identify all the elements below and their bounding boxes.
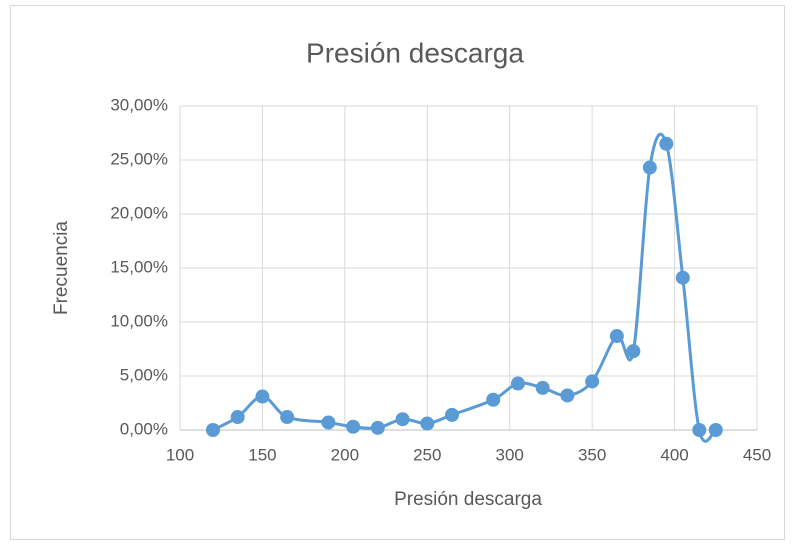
x-tick-label: 150: [248, 445, 276, 464]
data-point: [346, 419, 361, 434]
y-tick-label: 0,00%: [120, 419, 168, 438]
data-point: [420, 416, 435, 431]
data-point: [486, 392, 501, 407]
x-tick-label: 400: [660, 445, 688, 464]
y-tick-label: 20,00%: [110, 203, 168, 222]
y-tick-label: 30,00%: [110, 95, 168, 114]
data-point: [280, 410, 295, 425]
data-point: [445, 407, 460, 422]
x-tick-label: 200: [331, 445, 359, 464]
x-tick-label: 100: [166, 445, 194, 464]
data-point: [626, 344, 641, 359]
data-point: [560, 388, 575, 403]
data-point: [255, 389, 270, 404]
data-point: [395, 412, 410, 427]
x-tick-label: 350: [578, 445, 606, 464]
data-point: [692, 423, 707, 437]
x-axis-label: Presión descarga: [394, 489, 542, 510]
y-tick-label: 25,00%: [110, 149, 168, 168]
x-tick-label: 450: [743, 445, 771, 464]
y-tick-label: 5,00%: [120, 365, 168, 384]
data-point: [708, 423, 723, 437]
x-tick-label: 300: [496, 445, 524, 464]
data-point: [609, 329, 624, 344]
data-point: [205, 423, 220, 437]
chart-title: Presión descarga: [306, 37, 524, 68]
data-point: [510, 376, 525, 391]
chart-border: [10, 5, 785, 540]
x-tick-label: 250: [413, 445, 441, 464]
y-tick-label: 15,00%: [110, 257, 168, 276]
data-point: [659, 136, 674, 151]
data-point: [370, 420, 385, 435]
data-point: [675, 270, 690, 285]
data-point: [535, 380, 550, 395]
y-axis-label: Frecuencia: [51, 221, 72, 315]
data-point: [321, 415, 336, 430]
data-point: [642, 160, 657, 175]
y-tick-label: 10,00%: [110, 311, 168, 330]
data-point: [230, 410, 245, 425]
data-point: [585, 374, 600, 389]
